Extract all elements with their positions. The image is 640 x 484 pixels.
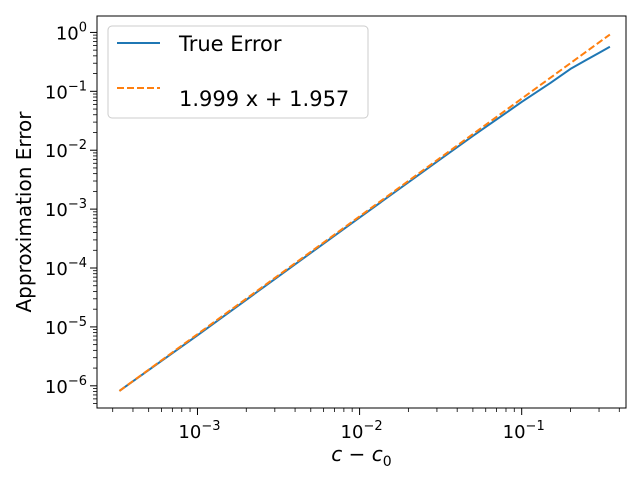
x-label-var: c: [331, 442, 342, 466]
legend: True Error 1.999 x + 1.957: [107, 25, 369, 119]
x-tick-label-base: 10: [341, 422, 364, 443]
y-tick-label-base: 10: [45, 200, 68, 221]
y-tick-label-base: 10: [45, 82, 68, 103]
y-tick-label: 10−1: [45, 79, 87, 103]
x-tick-label-exponent: −2: [363, 419, 382, 434]
y-tick-label: 10−5: [45, 315, 87, 339]
x-label-minus: −: [342, 442, 371, 466]
true-error-line: [118, 45, 611, 392]
x-tick-label: 10−2: [341, 419, 383, 443]
y-tick-label-exponent: −5: [68, 315, 87, 330]
x-tick-label: 10−1: [503, 419, 545, 443]
y-tick-label-base: 10: [45, 377, 68, 398]
legend-fit-label: 1.999 x + 1.957: [179, 87, 349, 111]
fit-line: [118, 33, 611, 392]
y-tick-label: 10−4: [45, 256, 87, 280]
y-tick-label-base: 10: [45, 141, 68, 162]
y-axis-label: Approximation Error: [12, 111, 36, 313]
y-tick-label: 10−3: [45, 197, 87, 221]
y-tick-label-base: 10: [56, 23, 79, 44]
x-label-var2: c: [372, 442, 383, 466]
y-tick-label: 10−2: [45, 138, 87, 162]
y-tick-label-exponent: −4: [68, 256, 87, 271]
y-tick-label-exponent: −2: [68, 138, 87, 153]
x-tick-label-exponent: −1: [526, 419, 545, 434]
x-axis-label: c − c0: [331, 442, 391, 470]
y-tick-label-exponent: 0: [79, 20, 87, 35]
y-tick-label-exponent: −6: [68, 374, 87, 389]
x-tick-label-base: 10: [178, 422, 201, 443]
legend-box: [107, 25, 369, 119]
x-tick-label-base: 10: [503, 422, 526, 443]
y-tick-label-base: 10: [45, 318, 68, 339]
y-tick-label: 100: [56, 20, 87, 44]
x-label-subscript: 0: [383, 454, 392, 470]
x-tick-label: 10−3: [178, 419, 220, 443]
y-tick-label-base: 10: [45, 259, 68, 280]
y-tick-label-exponent: −3: [68, 197, 87, 212]
y-tick-label: 10−6: [45, 374, 87, 398]
y-tick-label-exponent: −1: [68, 79, 87, 94]
legend-true-error-label: True Error: [178, 32, 282, 56]
x-tick-label-exponent: −3: [201, 419, 220, 434]
